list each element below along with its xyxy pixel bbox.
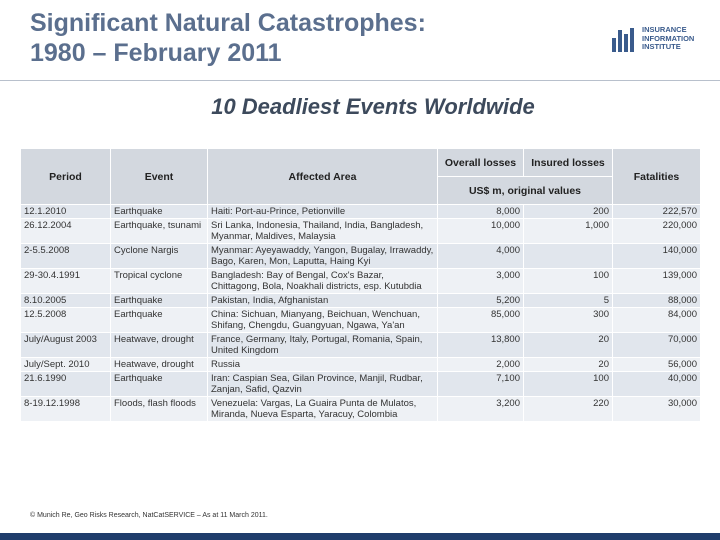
table-cell: Earthquake: [110, 371, 208, 397]
table-cell: 2-5.5.2008: [20, 243, 111, 269]
table-cell: Haiti: Port-au-Prince, Petionville: [207, 204, 438, 219]
table-cell: 10,000: [437, 218, 524, 244]
table-cell: 200: [523, 204, 613, 219]
table-body: 12.1.2010 Earthquake Haiti: Port-au-Prince…: [20, 204, 701, 422]
table-cell: Floods, flash floods: [110, 396, 208, 422]
bottom-bar: [0, 533, 720, 540]
table-row: 12.1.2010 Earthquake Haiti: Port-au-Prince…: [20, 204, 701, 219]
header-cell: Insured losses: [523, 148, 613, 177]
table-cell: 12.5.2008: [20, 307, 111, 333]
table-row: 26.12.2004 Earthquake, tsunami Sri Lanka, …: [20, 218, 701, 244]
table-row: 8-19.12.1998 Floods, flash floods Venezuel…: [20, 396, 701, 422]
table-cell: Tropical cyclone: [110, 268, 208, 294]
table-cell: 7,100: [437, 371, 524, 397]
table-cell: 88,000: [612, 293, 701, 308]
table-cell: July/Sept. 2010: [20, 357, 111, 372]
table-cell: 13,800: [437, 332, 524, 358]
table-cell: Venezuela: Vargas, La Guaira Punta de Mu…: [207, 396, 438, 422]
table-cell: Earthquake: [110, 293, 208, 308]
table-cell: 2,000: [437, 357, 524, 372]
table-cell: 3,200: [437, 396, 524, 422]
table-cell: 70,000: [612, 332, 701, 358]
table-row: July/August 2003 Heatwave, drought France,…: [20, 332, 701, 358]
table-cell: 26.12.2004: [20, 218, 111, 244]
logo-line: INSTITUTE: [642, 42, 681, 51]
table-cell: Heatwave, drought: [110, 357, 208, 372]
table-cell: Iran: Caspian Sea, Gilan Province, Manji…: [207, 371, 438, 397]
divider: [0, 80, 720, 81]
header-cell: US$ m, original values: [437, 176, 613, 205]
table-cell: 5: [523, 293, 613, 308]
table-cell: 3,000: [437, 268, 524, 294]
table-cell: 30,000: [612, 396, 701, 422]
footer: © Munich Re, Geo Risks Research, NatCatS…: [30, 512, 268, 519]
table-cell: Myanmar: Ayeyawaddy, Yangon, Bugalay, Ir…: [207, 243, 438, 269]
table-row: 2-5.5.2008 Cyclone Nargis Myanmar: Ayeyawa…: [20, 243, 701, 269]
table-cell: 220: [523, 396, 613, 422]
table-cell: Earthquake: [110, 307, 208, 333]
table-cell: 8-19.12.1998: [20, 396, 111, 422]
table-row: 8.10.2005 Earthquake Pakistan, India, Afgh…: [20, 293, 701, 308]
table-row: July/Sept. 2010 Heatwave, drought Russia 2,…: [20, 357, 701, 372]
logo-text: INSURANCE INFORMATION INSTITUTE: [642, 25, 695, 52]
title-line: 1980 – February 2011: [30, 39, 282, 67]
header-cell: Fatalities: [612, 148, 701, 205]
table-cell: 8,000: [437, 204, 524, 219]
title-line: Significant Natural Catastrophes:: [30, 9, 426, 37]
table-cell: 85,000: [437, 307, 524, 333]
table-cell: Bangladesh: Bay of Bengal, Cox's Bazar, …: [207, 268, 438, 294]
table-cell: Earthquake, tsunami: [110, 218, 208, 244]
table-cell: Russia: [207, 357, 438, 372]
table-cell: 1,000: [523, 218, 613, 244]
table-cell: 56,000: [612, 357, 701, 372]
header-cell: Period: [20, 148, 111, 205]
header-cell: Affected Area: [207, 148, 438, 205]
table-cell: Sri Lanka, Indonesia, Thailand, India, B…: [207, 218, 438, 244]
table-cell: 20: [523, 357, 613, 372]
table-cell: 40,000: [612, 371, 701, 397]
table-cell: France, Germany, Italy, Portugal, Romani…: [207, 332, 438, 358]
table-cell: Earthquake: [110, 204, 208, 219]
table-cell: 21.6.1990: [20, 371, 111, 397]
table-row: 29-30.4.1991 Tropical cyclone Bangladesh: …: [20, 268, 701, 294]
table-cell: July/August 2003: [20, 332, 111, 358]
table-cell: Cyclone Nargis: [110, 243, 208, 269]
table-cell: 222,570: [612, 204, 701, 219]
table: Period Event Affected Area Overall losse…: [20, 148, 701, 422]
table-cell: 12.1.2010: [20, 204, 111, 219]
table-cell: Heatwave, drought: [110, 332, 208, 358]
table-cell: [523, 243, 613, 269]
table-cell: 100: [523, 371, 613, 397]
header-cell: Overall losses: [437, 148, 524, 177]
logo-line: INFORMATION: [642, 33, 695, 43]
table-row: 12.5.2008 Earthquake China: Sichuan, Miany…: [20, 307, 701, 333]
logo-line: INSURANCE: [642, 25, 687, 34]
table-cell: 84,000: [612, 307, 701, 333]
logo: INSURANCE INFORMATION INSTITUTE: [612, 25, 695, 52]
header-cell: Event: [110, 148, 208, 205]
subtitle: 10 Deadliest Events Worldwide: [211, 94, 535, 119]
table-cell: 20: [523, 332, 613, 358]
table-cell: 5,200: [437, 293, 524, 308]
logo-mark: [612, 26, 638, 52]
table-cell: 29-30.4.1991: [20, 268, 111, 294]
table-cell: 140,000: [612, 243, 701, 269]
table-cell: 139,000: [612, 268, 701, 294]
table-cell: 100: [523, 268, 613, 294]
table-cell: 220,000: [612, 218, 701, 244]
table-row: 21.6.1990 Earthquake Iran: Caspian Sea, Gi…: [20, 371, 701, 397]
table-cell: 4,000: [437, 243, 524, 269]
table-cell: 300: [523, 307, 613, 333]
table-cell: 8.10.2005: [20, 293, 111, 308]
table-cell: Pakistan, India, Afghanistan: [207, 293, 438, 308]
title: Significant Natural Catastrophes: 1980 –…: [30, 8, 426, 68]
table-cell: China: Sichuan, Mianyang, Beichuan, Wenc…: [207, 307, 438, 333]
